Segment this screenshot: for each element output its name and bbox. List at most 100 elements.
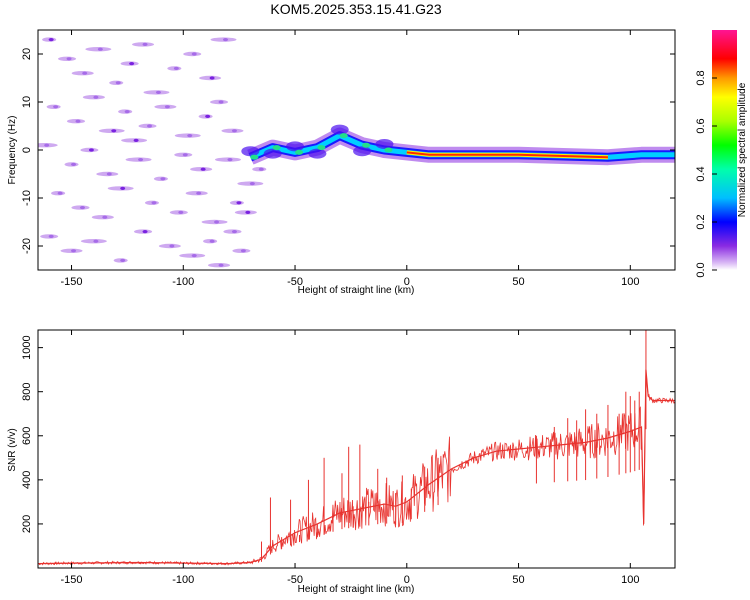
noise-speckle-core: [93, 239, 99, 243]
noise-speckle-core: [48, 234, 54, 238]
snr-y-label: SNR (v/v): [7, 428, 18, 471]
ridge-patch: [353, 146, 372, 157]
noise-speckle-core: [142, 42, 148, 47]
spectrogram-y-ticks: -20 -10 0 10 20: [21, 48, 675, 254]
colorbar-tick-label: 0.6: [695, 118, 707, 133]
noise-speckle-core: [129, 62, 135, 66]
spectrogram-x-tick-label: 100: [621, 276, 639, 288]
noise-speckle-core: [102, 215, 108, 219]
ridge-patch-core: [339, 133, 348, 139]
noise-speckle-core: [223, 38, 229, 42]
noise-speckle-core: [111, 129, 117, 133]
noise-speckle-core: [245, 210, 251, 214]
spectrogram-x-ticks: -150 -100 -50 0 50 100: [61, 30, 639, 288]
snr-x-tick-label: -150: [61, 574, 83, 586]
noise-speckle-core: [155, 90, 161, 94]
snr-baseline: [38, 369, 675, 565]
snr-y-tick-label: 1000: [21, 335, 33, 359]
noise-speckle-core: [97, 47, 103, 51]
ridge-patch: [375, 139, 394, 149]
noise-speckle-core: [231, 129, 237, 133]
noise-speckle-core: [249, 182, 255, 186]
snr-x-label: Height of straight line (km): [298, 584, 415, 595]
snr-plot-area: [38, 330, 675, 568]
noise-speckle-core: [124, 110, 130, 114]
spectrogram-y-label: Frequency (Hz): [7, 116, 18, 185]
snr-x-tick-label: 50: [512, 574, 524, 586]
noise-speckle-core: [106, 172, 112, 176]
spectrogram-x-tick-label: -150: [61, 276, 83, 288]
noise-speckle-core: [240, 249, 246, 253]
figure-title: KOM5.2025.353.15.41.G23: [270, 1, 441, 17]
noise-speckle-core: [236, 201, 242, 205]
snr-x-tick-label: 0: [404, 574, 410, 586]
noise-speckle-core: [88, 148, 94, 152]
spectrogram-noise: [38, 37, 267, 268]
ridge-patch: [241, 146, 260, 157]
noise-speckle-core: [120, 258, 126, 262]
ridge-patch-core: [250, 154, 259, 160]
ridge-strong-core: [406, 151, 608, 159]
spectrogram-x-tick-label: 50: [512, 276, 524, 288]
spectrogram-x-tick-label: -50: [287, 276, 303, 288]
noise-speckle-core: [205, 114, 211, 118]
noise-speckle-core: [187, 134, 193, 138]
ridge-patch-core: [272, 145, 281, 151]
spectrogram-x-tick-label: 0: [404, 276, 410, 288]
colorbar-gradient: [712, 30, 737, 270]
spectrogram-y-tick-label: 0: [21, 147, 33, 153]
noise-speckle-core: [209, 239, 215, 243]
noise-speckle-core: [53, 105, 59, 109]
noise-speckle-core: [115, 81, 121, 85]
noise-speckle-core: [71, 162, 77, 166]
noise-speckle-core: [209, 76, 215, 80]
snr-x-ticks: -150 -100 -50 0 50 100: [61, 330, 639, 586]
noise-speckle-core: [214, 220, 220, 224]
snr-y-tick-label: 200: [21, 515, 33, 533]
ridge-patch: [308, 148, 327, 159]
ridge-patch-core: [384, 147, 393, 153]
noise-speckle-core: [71, 249, 77, 253]
noise-speckle-core: [169, 244, 175, 248]
spectrogram-y-tick-label: -20: [21, 238, 33, 254]
ridge-patch: [330, 124, 349, 135]
noise-speckle-core: [191, 254, 197, 258]
noise-speckle-core: [120, 186, 126, 190]
spectrogram-ridge: [241, 124, 675, 166]
noise-speckle-core: [142, 230, 148, 234]
noise-speckle-core: [227, 158, 233, 162]
snr-x-tick-label: -100: [172, 574, 194, 586]
noise-speckle-core: [48, 38, 54, 42]
snr-x-tick-label: 100: [621, 574, 639, 586]
noise-speckle-core: [182, 153, 188, 157]
noise-speckle-core: [196, 191, 202, 195]
noise-speckle-core: [151, 201, 157, 205]
colorbar: 0.0 0.2 0.4 0.6 0.8 Normalized spectral ampl…: [695, 30, 748, 278]
spectrogram-y-tick-label: -10: [21, 190, 33, 206]
ridge-patch-core: [362, 142, 371, 148]
noise-speckle-core: [160, 177, 166, 181]
snr-y-ticks: 200 400 600 800 1000: [21, 335, 675, 533]
noise-speckle-core: [231, 230, 237, 234]
noise-speckle-core: [75, 119, 81, 123]
ridge-patch-core: [317, 145, 326, 151]
colorbar-tick-label: 0.0: [695, 262, 707, 277]
ridge-patch-core: [295, 149, 304, 155]
noise-speckle-core: [79, 206, 85, 210]
snr-y-tick-label: 800: [21, 383, 33, 401]
colorbar-tick-label: 0.4: [695, 166, 707, 181]
noise-speckle-core: [138, 158, 144, 162]
noise-speckle-core: [191, 52, 197, 56]
noise-speckle-core: [93, 95, 99, 99]
colorbar-ticks: 0.0 0.2 0.4 0.6 0.8: [695, 70, 717, 278]
noise-speckle-core: [218, 263, 224, 267]
noise-speckle-core: [44, 143, 50, 147]
snr-y-tick-label: 400: [21, 471, 33, 489]
noise-speckle-core: [200, 167, 206, 171]
snr-frame: [37, 329, 676, 569]
colorbar-label: Normalized spectral amplitude: [737, 82, 748, 217]
ridge-patch: [286, 141, 305, 152]
spectrogram-y-tick-label: 20: [21, 48, 33, 60]
